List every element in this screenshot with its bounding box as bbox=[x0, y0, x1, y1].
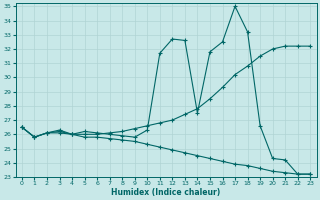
X-axis label: Humidex (Indice chaleur): Humidex (Indice chaleur) bbox=[111, 188, 221, 197]
